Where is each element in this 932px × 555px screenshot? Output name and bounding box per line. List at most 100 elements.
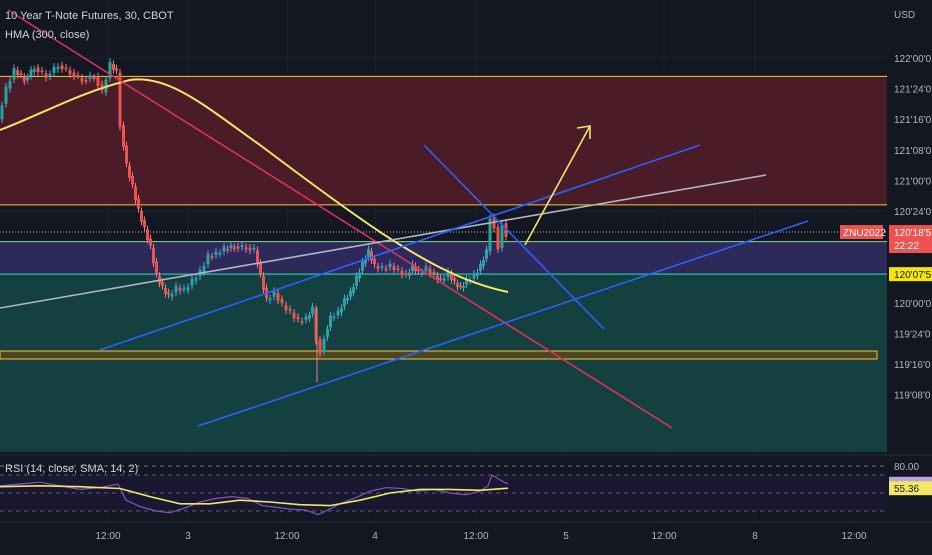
candle-body bbox=[84, 80, 88, 82]
candle-body bbox=[329, 315, 332, 328]
candle-body bbox=[417, 269, 420, 272]
candle-body bbox=[462, 285, 465, 289]
candle-body bbox=[44, 73, 48, 78]
candle-body bbox=[318, 339, 322, 354]
candle-body bbox=[32, 69, 36, 72]
candle-body bbox=[465, 278, 468, 285]
candle-body bbox=[504, 223, 508, 237]
time-tick-7: 8 bbox=[752, 531, 758, 542]
candle-body bbox=[134, 186, 137, 201]
candle-body bbox=[19, 73, 23, 76]
candle-body bbox=[380, 266, 384, 268]
price-tick-120-24: 120'24'0 bbox=[894, 207, 932, 218]
candle-body bbox=[190, 278, 194, 286]
candle-body bbox=[476, 272, 479, 276]
indicator-legend[interactable]: HMA (300, close) bbox=[5, 29, 90, 41]
candle-body bbox=[450, 273, 453, 280]
candle-body bbox=[496, 226, 500, 250]
candle-body bbox=[453, 278, 456, 282]
candle-body bbox=[115, 68, 118, 71]
candle-body bbox=[268, 298, 272, 301]
candle-body bbox=[326, 328, 329, 338]
symbol-tag-label: ZNU2022 bbox=[843, 228, 886, 239]
level-tag-value: 120'07'5 bbox=[894, 270, 932, 281]
rsi-value-tag-1: 55.36 bbox=[894, 484, 919, 495]
time-tick-0: 12:00 bbox=[95, 531, 120, 542]
support-band bbox=[0, 350, 878, 360]
candle-body bbox=[392, 266, 396, 270]
candle-body bbox=[60, 65, 64, 70]
candle-body bbox=[214, 251, 218, 256]
time-tick-6: 12:00 bbox=[651, 531, 676, 542]
candle-body bbox=[131, 176, 134, 185]
trendline-grey bbox=[0, 174, 767, 309]
candle-body bbox=[479, 263, 482, 271]
price-tick-121-08: 121'08'0 bbox=[894, 146, 932, 157]
candle-body bbox=[346, 298, 349, 301]
candle-body bbox=[384, 268, 388, 271]
candle-body bbox=[482, 260, 485, 267]
time-tick-5: 5 bbox=[563, 531, 569, 542]
symbol-tag-bg bbox=[840, 225, 883, 240]
time-tick-8: 12:00 bbox=[841, 531, 866, 542]
candle-body bbox=[146, 229, 149, 241]
candle-body bbox=[52, 66, 56, 73]
candle-body bbox=[370, 251, 373, 261]
candle-body bbox=[340, 307, 343, 313]
candle-body bbox=[485, 249, 488, 259]
candle-body bbox=[420, 272, 424, 274]
projection-arrow-head bbox=[576, 125, 591, 139]
candle-body bbox=[411, 263, 414, 271]
support-zone bbox=[0, 274, 887, 452]
candle-body bbox=[300, 321, 304, 323]
candle-body bbox=[174, 285, 178, 293]
candle-body bbox=[80, 77, 84, 82]
candle-body bbox=[229, 245, 233, 249]
candle-body bbox=[367, 249, 370, 258]
candle-body bbox=[40, 70, 44, 73]
candle-body bbox=[149, 238, 152, 246]
candle-body bbox=[36, 67, 40, 73]
candle-body bbox=[388, 263, 392, 268]
candle-body bbox=[373, 258, 376, 264]
candle-body bbox=[155, 261, 158, 274]
candle-body bbox=[358, 272, 361, 279]
candle-body bbox=[218, 252, 222, 255]
price-tag-value: 120'18'5 bbox=[894, 228, 932, 239]
price-tick-121-16: 121'16'0 bbox=[894, 115, 932, 126]
candle-body bbox=[376, 266, 380, 269]
trendline-blue-descending bbox=[423, 144, 605, 330]
candle-body bbox=[500, 224, 504, 248]
candle-body bbox=[68, 70, 72, 75]
candle-body bbox=[118, 72, 122, 127]
price-tag-bg bbox=[889, 225, 932, 254]
hma-line bbox=[0, 78, 509, 293]
candle-body bbox=[428, 268, 432, 274]
candle-body bbox=[252, 247, 256, 250]
candle-body bbox=[322, 338, 326, 352]
candle-body bbox=[248, 247, 252, 251]
candle-body bbox=[76, 75, 80, 77]
candle-body bbox=[296, 316, 300, 319]
candle-body bbox=[256, 250, 259, 265]
candle-body bbox=[194, 277, 198, 281]
candle-body bbox=[210, 256, 214, 258]
candle-body bbox=[439, 278, 442, 280]
candle-body bbox=[262, 275, 265, 290]
candle-body bbox=[311, 306, 314, 314]
rsi-line bbox=[0, 474, 509, 516]
candle-body bbox=[240, 245, 244, 247]
candle-body bbox=[137, 198, 140, 209]
chart-title: 10 Year T-Note Futures, 30, CBOT bbox=[5, 10, 174, 22]
price-axis-currency: USD bbox=[894, 10, 915, 21]
candle-body bbox=[361, 261, 364, 271]
candle-body bbox=[288, 308, 292, 311]
rsi-legend[interactable]: RSI (14, close, SMA, 14, 2) bbox=[5, 463, 139, 475]
candle-body bbox=[459, 285, 462, 288]
candle-body bbox=[48, 74, 52, 77]
price-tick-119-24: 119'24'0 bbox=[894, 329, 931, 340]
candle-body bbox=[244, 247, 248, 250]
candle-body bbox=[164, 288, 167, 294]
